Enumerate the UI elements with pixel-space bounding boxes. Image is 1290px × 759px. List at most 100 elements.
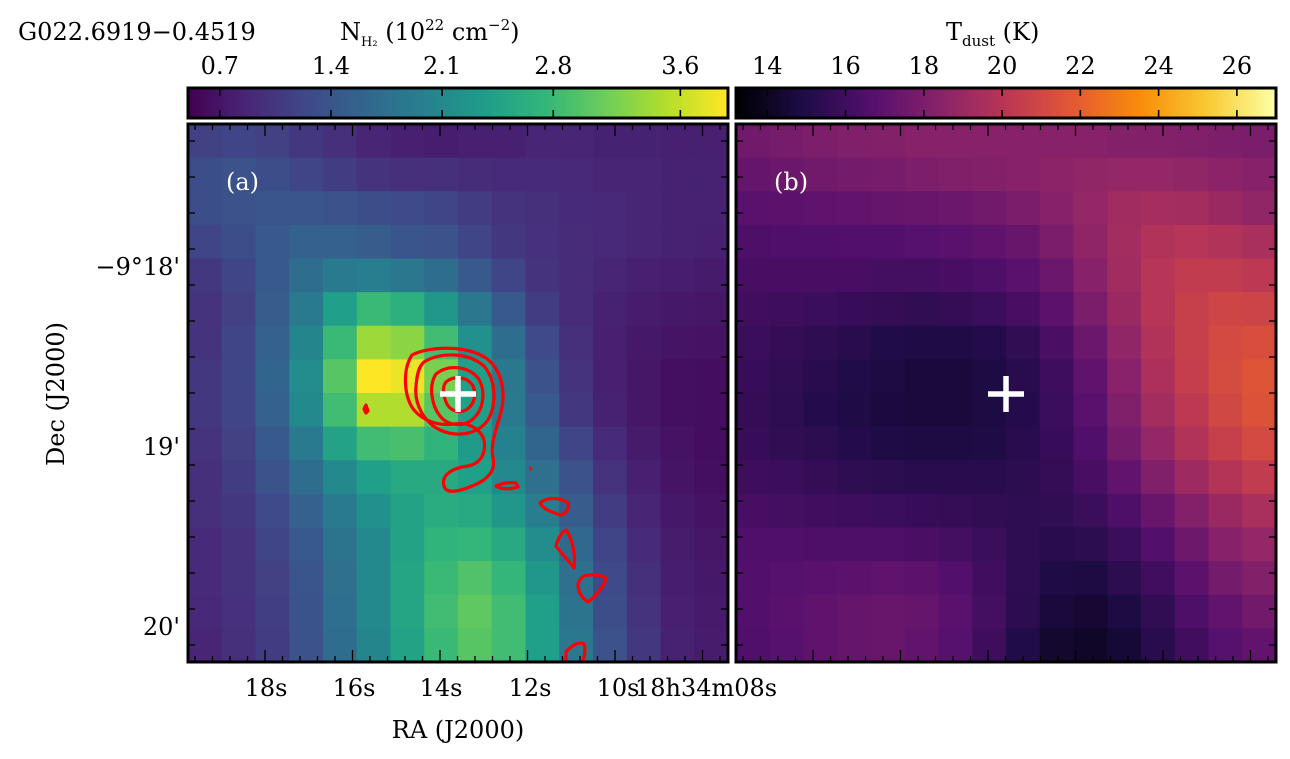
heatmap-cell [424,527,459,562]
heatmap-cell [289,359,324,394]
colorbar-segment [1129,88,1134,118]
colorbar-segment [1187,88,1192,118]
colorbar-segment [357,88,363,118]
heatmap-cell [1242,594,1276,629]
heatmap-cell [593,460,628,495]
heatmap-cell [424,224,459,260]
colorbar-segment [1148,88,1154,118]
heatmap-cell [458,527,493,562]
heatmap-cell [938,258,973,293]
colorbar-segment [770,88,776,118]
heatmap-cell [803,628,838,662]
heatmap-cell [1073,426,1108,461]
colorbar-segment [747,88,753,118]
colorbar-segment [635,88,640,118]
heatmap-cell [289,527,324,562]
heatmap-cell [769,224,805,260]
panel-b-frame [734,122,1278,664]
contour-blob-5 [564,641,587,662]
heatmap-cell [255,258,290,293]
heatmap-cell [871,224,906,260]
heatmap-cell [626,157,662,192]
colorbar-segment [245,88,251,118]
heatmap-cell [904,157,940,192]
colorbar-segment [674,88,679,118]
heatmap-cell [626,224,662,260]
heatmap-cell [390,426,425,461]
colorbar-segment [1083,88,1088,118]
heatmap-cell [491,594,527,629]
heatmap-cell [938,124,973,159]
heatmap-cell [356,594,392,629]
colorbar-segment [932,88,938,118]
heatmap-cell [559,224,594,260]
colorbar-segment [265,88,270,118]
heatmap-cell [736,561,771,596]
heatmap-cell [837,426,872,461]
colorbar-segment [623,88,629,118]
heatmap-cell [458,191,493,226]
heatmap-cell [972,325,1007,360]
heatmap-cell [491,292,527,327]
colorbar-segment [828,88,834,118]
colorbar-segment [1052,88,1057,118]
heatmap-cell [694,224,728,260]
colorbar-segment [990,88,996,118]
colorbar-segment [465,88,471,118]
colorbar-segment [1036,88,1042,118]
heatmap-cell [1107,561,1142,596]
heatmap-cell [1141,224,1176,260]
colorbar-segment [948,88,953,118]
colorbar-segment [855,88,861,118]
colorbar-segment [898,88,903,118]
colorbar-segment [1006,88,1011,118]
colorbar-segment [218,88,224,118]
heatmap-cell [289,157,324,192]
heatmap-cell [660,460,695,495]
heatmap-cell [1107,292,1142,327]
colorbar-segment [199,88,205,118]
heatmap-cell [904,393,940,428]
heatmap-cell [188,258,223,293]
colorbar-segment [1060,88,1065,118]
colorbar-segment [342,88,347,118]
colorbar-segment [766,88,772,118]
heatmap-cell [1073,124,1108,159]
colorbar-segment [577,88,583,118]
heatmap-cell [1174,157,1210,192]
heatmap-cell [356,325,392,360]
colorbar-segment [284,88,289,118]
heatmap-cell [694,393,728,428]
heatmap-cell [694,157,728,192]
heatmap-cell [458,493,493,529]
heatmap-cell [1242,460,1276,495]
heatmap-cell [188,594,223,629]
heatmap-cell [188,426,223,461]
colorbar-segment [1133,88,1138,118]
heatmap-cell [769,527,805,562]
heatmap-cell [904,292,940,327]
colorbar-segment [384,88,390,118]
heatmap-cell [871,124,906,159]
colorbar-segment [238,88,243,118]
colorbar-segment [253,88,259,118]
heatmap-cell [390,191,425,226]
heatmap-cell [255,325,290,360]
colorbar-tdust-label: Tdust (K) [946,18,1039,50]
heatmap-cell [938,527,973,562]
heatmap-cell [356,157,392,192]
heatmap-cell [626,258,662,293]
heatmap-cell [289,124,324,159]
colorbar-segment [809,88,814,118]
colorbar-segment [307,88,313,118]
heatmap-cell [1039,292,1075,327]
heatmap-cell [972,157,1007,192]
heatmap-cell [1006,157,1041,192]
colorbar-segment [1206,88,1212,118]
heatmap-cell [593,325,628,360]
colorbar-tdust-label-main: T [946,18,962,46]
heatmap-cell [1174,224,1210,260]
heatmap-cell [356,224,392,260]
heatmap-cell [904,258,940,293]
colorbar-segment [936,88,942,118]
